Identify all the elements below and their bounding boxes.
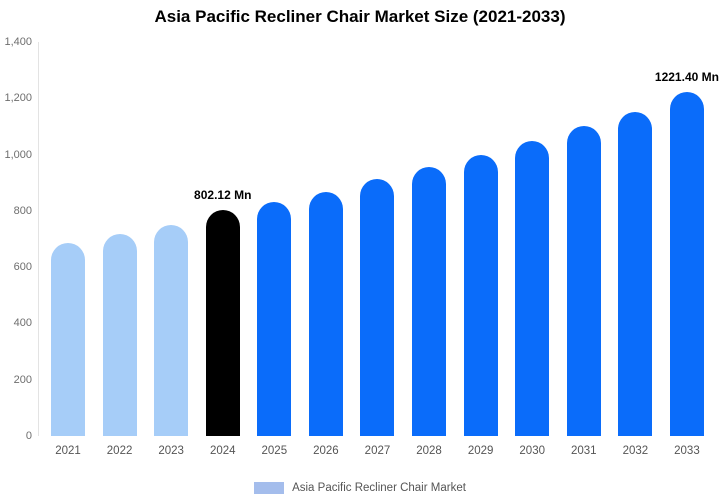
x-axis-label: 2030 xyxy=(519,445,545,457)
bar-column: 2032 xyxy=(618,42,653,457)
legend[interactable]: Asia Pacific Recliner Chair Market xyxy=(0,482,720,494)
bar-column: 2031 xyxy=(566,42,601,457)
bar-2021[interactable] xyxy=(51,243,85,436)
bar-column: 2025 xyxy=(257,42,292,457)
x-axis-label: 2022 xyxy=(106,445,133,457)
bar-2030[interactable] xyxy=(515,141,550,436)
x-axis-label: 2024 xyxy=(209,445,236,457)
x-axis-label: 2031 xyxy=(570,445,597,457)
legend-swatch xyxy=(254,482,285,494)
bar-column: 2029 xyxy=(463,42,498,457)
chart-title: Asia Pacific Recliner Chair Market Size … xyxy=(154,7,566,26)
bar-column: 2030 xyxy=(515,42,550,457)
x-axis-label: 2026 xyxy=(313,445,339,457)
bar-2022[interactable] xyxy=(102,234,137,436)
bar-2031[interactable] xyxy=(566,126,601,436)
bar-column: 2026 xyxy=(308,42,343,457)
bar-2032[interactable] xyxy=(618,111,653,436)
y-axis-tick-label: 1,000 xyxy=(4,148,32,161)
bar-2033[interactable] xyxy=(669,92,704,436)
bar-column: 2022 xyxy=(102,42,137,457)
legend-label: Asia Pacific Recliner Chair Market xyxy=(292,482,466,494)
bar-column: 2023 xyxy=(154,42,189,457)
bar-2029[interactable] xyxy=(463,154,498,436)
y-axis-tick-label: 1,400 xyxy=(4,36,32,48)
bar-2026[interactable] xyxy=(308,191,343,436)
y-axis-tick-label: 800 xyxy=(13,204,32,217)
y-axis-tick-label: 600 xyxy=(13,261,32,274)
bar-column: 2021 xyxy=(51,42,85,457)
x-axis-label: 2023 xyxy=(158,445,184,457)
bar-value-label: 1221.40 Mn xyxy=(654,70,719,85)
y-axis-tick-label: 400 xyxy=(13,317,32,330)
bar-2028[interactable] xyxy=(412,167,447,436)
y-axis-tick-label: 200 xyxy=(13,373,32,386)
bar-2027[interactable] xyxy=(360,179,395,436)
plot-area: 2021 2022 2023 802.12 Mn 2024 2025 2026 2027 202… xyxy=(38,42,719,457)
bar-value-label: 802.12 Mn xyxy=(194,188,252,203)
y-axis-tick-label: 1,200 xyxy=(4,92,32,105)
bar-column: 802.12 Mn 2024 xyxy=(194,42,251,457)
bar-column: 1221.40 Mn 2033 xyxy=(655,42,719,457)
x-axis-label: 2029 xyxy=(467,445,494,457)
bar-2025[interactable] xyxy=(257,202,292,436)
bar-column: 2028 xyxy=(412,42,447,457)
x-axis-label: 2033 xyxy=(674,445,700,457)
y-axis-tick-label: 0 xyxy=(25,430,32,442)
x-axis-label: 2025 xyxy=(261,445,288,457)
x-axis-label: 2027 xyxy=(364,445,391,457)
bar-column: 2027 xyxy=(360,42,395,457)
bar-2024[interactable] xyxy=(205,210,240,436)
bar-2023[interactable] xyxy=(154,224,189,436)
x-axis-label: 2032 xyxy=(622,445,649,457)
x-axis-label: 2028 xyxy=(416,445,442,457)
x-axis-label: 2021 xyxy=(55,445,81,457)
